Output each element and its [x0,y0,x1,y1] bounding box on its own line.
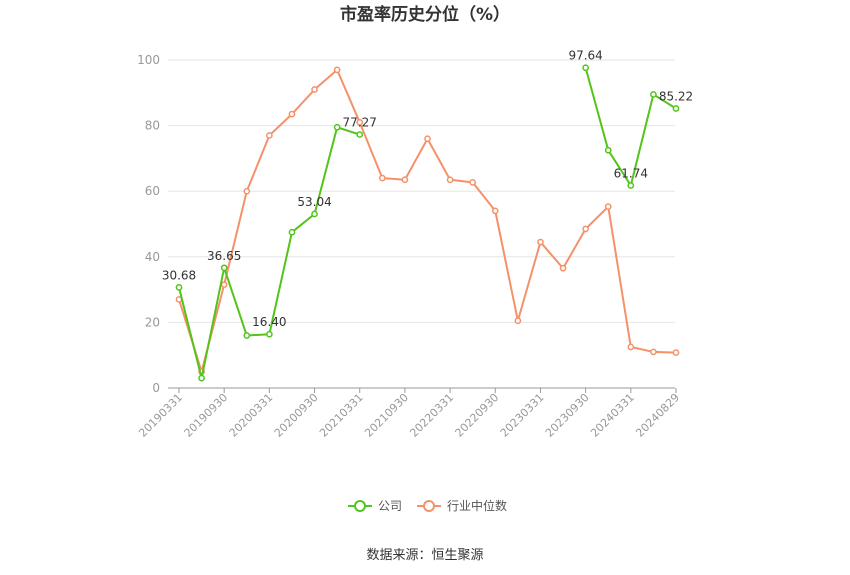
x-tick-label: 20240331 [588,391,637,440]
x-tick-label: 20230930 [543,391,592,440]
x-tick-label: 20190930 [182,391,231,440]
y-axis: 0 20 40 60 80 100 [137,53,160,395]
data-point [333,123,341,131]
data-label: 36.65 [207,249,241,263]
data-point [604,146,612,154]
data-point [446,176,454,184]
data-point [491,207,499,215]
data-point [288,110,296,118]
source-note: 数据来源：恒生聚源 [366,548,483,563]
data-point [175,284,183,291]
data-point [582,64,589,72]
y-tick-label: 60 [145,184,160,198]
data-point [220,264,228,272]
x-tick-label: 20230331 [498,391,547,440]
x-tick-label: 20200331 [227,391,276,440]
y-tick-label: 20 [145,315,160,329]
data-point [288,228,296,236]
x-axis: 2019033120190930202003312020093020210331… [136,387,682,440]
data-point [220,281,228,289]
chart-title: 市盈率历史分位（%） [340,4,510,25]
legend-swatch-marker [354,500,366,512]
data-point [266,330,273,338]
data-point [537,238,544,246]
legend-label: 行业中位数 [447,498,507,513]
data-point [401,176,409,184]
data-point [198,374,205,382]
data-point [243,187,251,195]
legend[interactable]: 公司 行业中位数 [348,498,507,513]
x-tick-label: 20200930 [272,391,321,440]
x-tick-label: 20210331 [317,391,366,440]
data-point [356,118,364,126]
data-label: 16.40 [252,315,286,329]
data-label: 61.74 [614,166,648,180]
data-label: 30.68 [162,268,196,282]
data-point [672,105,680,112]
data-point [266,132,273,139]
y-tick-label: 100 [137,53,160,67]
x-tick-label: 20210930 [362,391,411,440]
data-point [672,349,680,356]
data-labels: 30.68 36.65 16.40 53.04 77.27 97.64 61.74 85.22 [162,49,693,329]
data-point [243,332,251,339]
series-group [175,64,680,382]
x-tick-label: 20240829 [633,391,682,440]
data-point [311,210,318,218]
data-point [582,225,589,233]
data-point [333,66,341,74]
data-point [514,317,522,325]
data-point [356,131,364,138]
data-point [604,203,612,210]
data-point [378,174,386,182]
legend-label: 公司 [378,499,402,513]
data-point [469,178,477,186]
y-tick-label: 40 [145,250,160,264]
data-label: 77.27 [343,116,377,130]
data-point [311,86,318,93]
data-label: 85.22 [659,89,693,103]
data-point [650,348,657,356]
legend-swatch-marker [423,500,435,512]
data-point [627,182,635,189]
data-point [627,343,635,351]
data-point [559,264,567,272]
x-tick-label: 20190331 [136,391,185,440]
data-point [424,135,431,143]
y-tick-label: 80 [145,119,160,133]
data-label: 53.04 [297,195,331,209]
data-point [650,91,657,98]
y-tick-label: 0 [152,381,160,395]
x-tick-label: 20220331 [407,391,456,440]
grid [168,59,675,323]
x-tick-label: 20220930 [453,391,502,440]
data-label: 97.64 [568,49,602,63]
